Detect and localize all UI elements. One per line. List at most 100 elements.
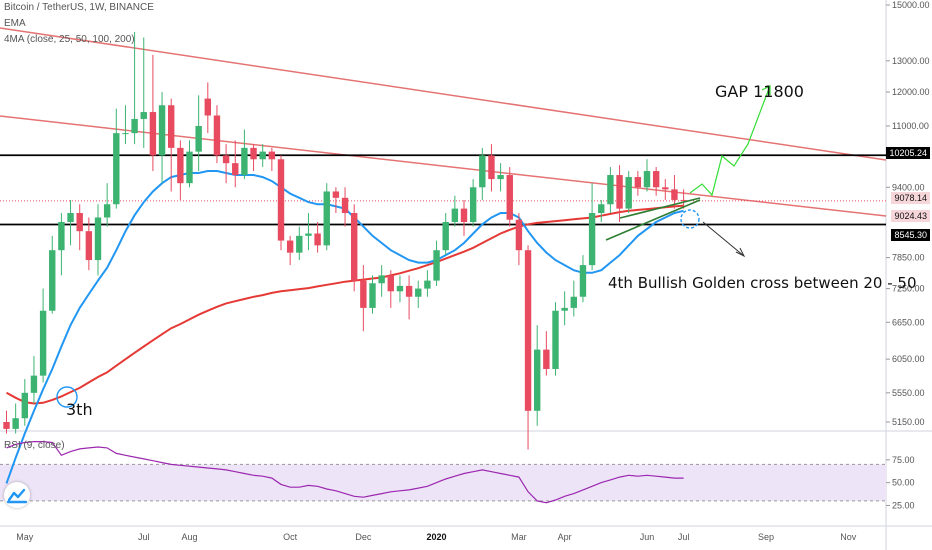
candle-body xyxy=(177,147,184,184)
candle-body xyxy=(286,240,294,253)
cross-circle-3th xyxy=(56,386,78,408)
candle-body xyxy=(122,133,129,135)
rsi-band xyxy=(0,464,886,501)
candle-body xyxy=(250,147,257,160)
candle-body xyxy=(158,105,166,156)
time-tick-label: Aug xyxy=(181,532,197,542)
time-tick-label: Apr xyxy=(558,532,572,542)
indicator-ema-label: EMA xyxy=(4,18,26,29)
annotation-gap: GAP 11800 xyxy=(715,82,804,101)
candle-body xyxy=(360,280,367,308)
candle-body xyxy=(598,204,605,214)
candle-body xyxy=(12,418,19,429)
candle-body xyxy=(442,221,449,251)
candle-body xyxy=(296,235,303,253)
candle-body xyxy=(378,275,385,284)
candle-body xyxy=(351,213,358,281)
time-tick-label: Jul xyxy=(138,532,150,542)
candle-body xyxy=(113,133,120,205)
candle-body xyxy=(94,217,102,261)
candle-body xyxy=(579,265,587,297)
candle-body xyxy=(168,105,175,148)
price-tag-resistance: 10205.24 xyxy=(886,147,930,159)
candle-body xyxy=(662,187,669,190)
candle-body xyxy=(625,177,632,209)
candle-body xyxy=(30,375,38,393)
candle-body xyxy=(415,288,422,297)
price-tick-label: 11000.00 xyxy=(892,121,929,131)
candle-body xyxy=(49,250,56,311)
time-tick-label: Jun xyxy=(640,532,655,542)
candle-body xyxy=(268,151,276,160)
candle-body xyxy=(588,213,596,266)
price-tag-support: 8545.30 xyxy=(891,229,930,241)
price-tag-current: 9078.14 xyxy=(891,192,930,204)
candle-body xyxy=(405,285,413,297)
candle-body xyxy=(570,296,577,308)
candle-body xyxy=(671,189,678,200)
candle-body xyxy=(543,349,550,369)
candle-body xyxy=(460,208,468,222)
time-tick-label: Mar xyxy=(511,532,527,542)
candle-body xyxy=(314,233,321,246)
candle-body xyxy=(76,213,83,232)
price-tag-ema: 9024.43 xyxy=(891,210,930,222)
candle-body xyxy=(652,171,660,188)
candle-body xyxy=(332,191,340,198)
candle-body xyxy=(515,219,523,251)
cross-circle-4th xyxy=(680,209,700,229)
candle-body xyxy=(305,233,312,236)
projection-arrow-head xyxy=(761,85,771,95)
annotation-arrow-head xyxy=(735,247,746,258)
candle-body xyxy=(369,283,376,308)
indicator-4ma-label: 4MA (close, 25, 50, 100, 200) xyxy=(4,34,135,45)
price-tick-label: 9400.00 xyxy=(892,182,925,192)
candle-body xyxy=(204,98,211,116)
price-tick-label: 12000.00 xyxy=(892,87,930,97)
candle-body xyxy=(131,118,138,134)
price-tick-label: 7250.00 xyxy=(892,284,925,294)
time-tick-label: Jul xyxy=(678,532,690,542)
candle-body xyxy=(387,275,394,292)
price-tick-label: 7850.00 xyxy=(892,253,925,263)
candle-body xyxy=(488,155,495,180)
tradingview-logo xyxy=(4,482,30,508)
candle-body xyxy=(232,163,239,176)
price-tick-label: 13000.00 xyxy=(892,56,930,66)
candle-body xyxy=(195,125,202,152)
candle-body xyxy=(213,115,221,156)
candle-body xyxy=(39,310,47,376)
time-tick-label: Sep xyxy=(758,532,774,542)
candle-body xyxy=(341,197,349,214)
tradingview-logo-icon xyxy=(6,488,28,504)
annotation-arrow xyxy=(702,221,745,257)
trendline-upper xyxy=(0,27,887,161)
trendline-lower xyxy=(0,115,887,217)
rsi-line xyxy=(6,441,684,504)
candle-body xyxy=(451,208,459,222)
candle-body xyxy=(524,250,532,411)
time-tick-label: May xyxy=(16,532,34,542)
candles xyxy=(3,31,687,450)
price-tick-label: 6650.00 xyxy=(892,317,925,327)
candle-body xyxy=(634,177,642,188)
projection-path xyxy=(689,85,771,197)
candle-body xyxy=(643,171,651,188)
candle-body xyxy=(396,285,404,292)
candle-body xyxy=(469,187,477,222)
rsi-tick-label: 25.00 xyxy=(892,500,915,510)
price-tick-label: 5550.00 xyxy=(892,388,925,398)
candle-body xyxy=(433,250,440,281)
candle-body xyxy=(277,159,285,241)
indicator-rsi-label: RSI (9, close) xyxy=(4,440,65,451)
time-tick-label: Dec xyxy=(355,532,372,542)
candle-body xyxy=(140,112,147,119)
candle-body xyxy=(323,191,330,246)
candle-body xyxy=(103,204,111,218)
candle-body xyxy=(424,280,431,289)
candle-body xyxy=(67,213,74,222)
wedge-line-lower xyxy=(605,199,701,241)
candle-body xyxy=(552,310,559,369)
candle-body xyxy=(259,151,266,160)
